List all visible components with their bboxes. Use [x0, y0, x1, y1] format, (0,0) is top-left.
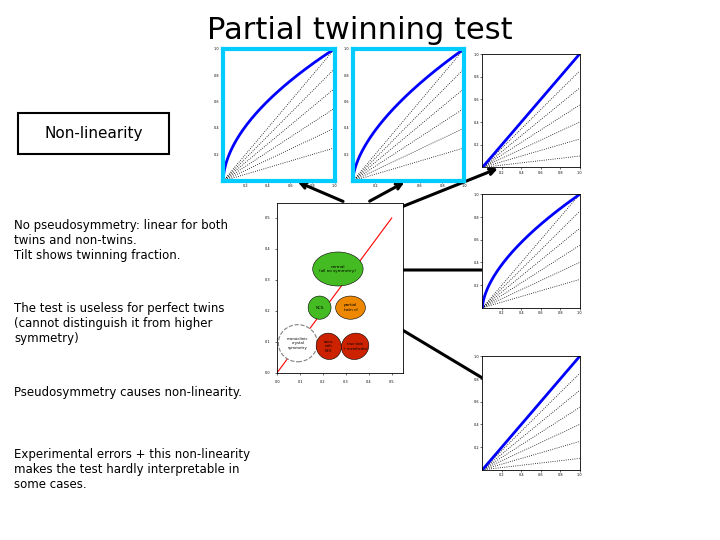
- Text: partial
twin cf: partial twin cf: [343, 303, 357, 312]
- FancyBboxPatch shape: [18, 113, 169, 154]
- Text: No pseudosymmetry: linear for both
twins and non-twins.
Tilt shows twinning frac: No pseudosymmetry: linear for both twins…: [14, 219, 228, 262]
- Text: The test is useless for perfect twins
(cannot distinguish it from higher
symmetr: The test is useless for perfect twins (c…: [14, 302, 225, 346]
- Text: Pseudosymmetry causes non-linearity.: Pseudosymmetry causes non-linearity.: [14, 386, 243, 399]
- Text: monoclinic
crystal
symmetry: monoclinic crystal symmetry: [287, 336, 309, 350]
- Ellipse shape: [316, 333, 341, 360]
- Ellipse shape: [308, 296, 331, 319]
- Ellipse shape: [279, 325, 318, 362]
- Ellipse shape: [312, 252, 363, 286]
- Ellipse shape: [341, 333, 369, 360]
- Text: normal
(all no symmetry): normal (all no symmetry): [320, 265, 356, 273]
- Ellipse shape: [336, 296, 365, 319]
- Text: true twin
+ merohedral: true twin + merohedral: [343, 342, 367, 350]
- Text: Experimental errors + this non-linearity
makes the test hardly interpretable in
: Experimental errors + this non-linearity…: [14, 448, 251, 491]
- Text: Non-linearity: Non-linearity: [45, 126, 143, 141]
- Text: NCS: NCS: [315, 306, 324, 309]
- Text: Partial twinning test: Partial twinning test: [207, 16, 513, 45]
- Text: twins
with
NCS: twins with NCS: [324, 340, 333, 353]
